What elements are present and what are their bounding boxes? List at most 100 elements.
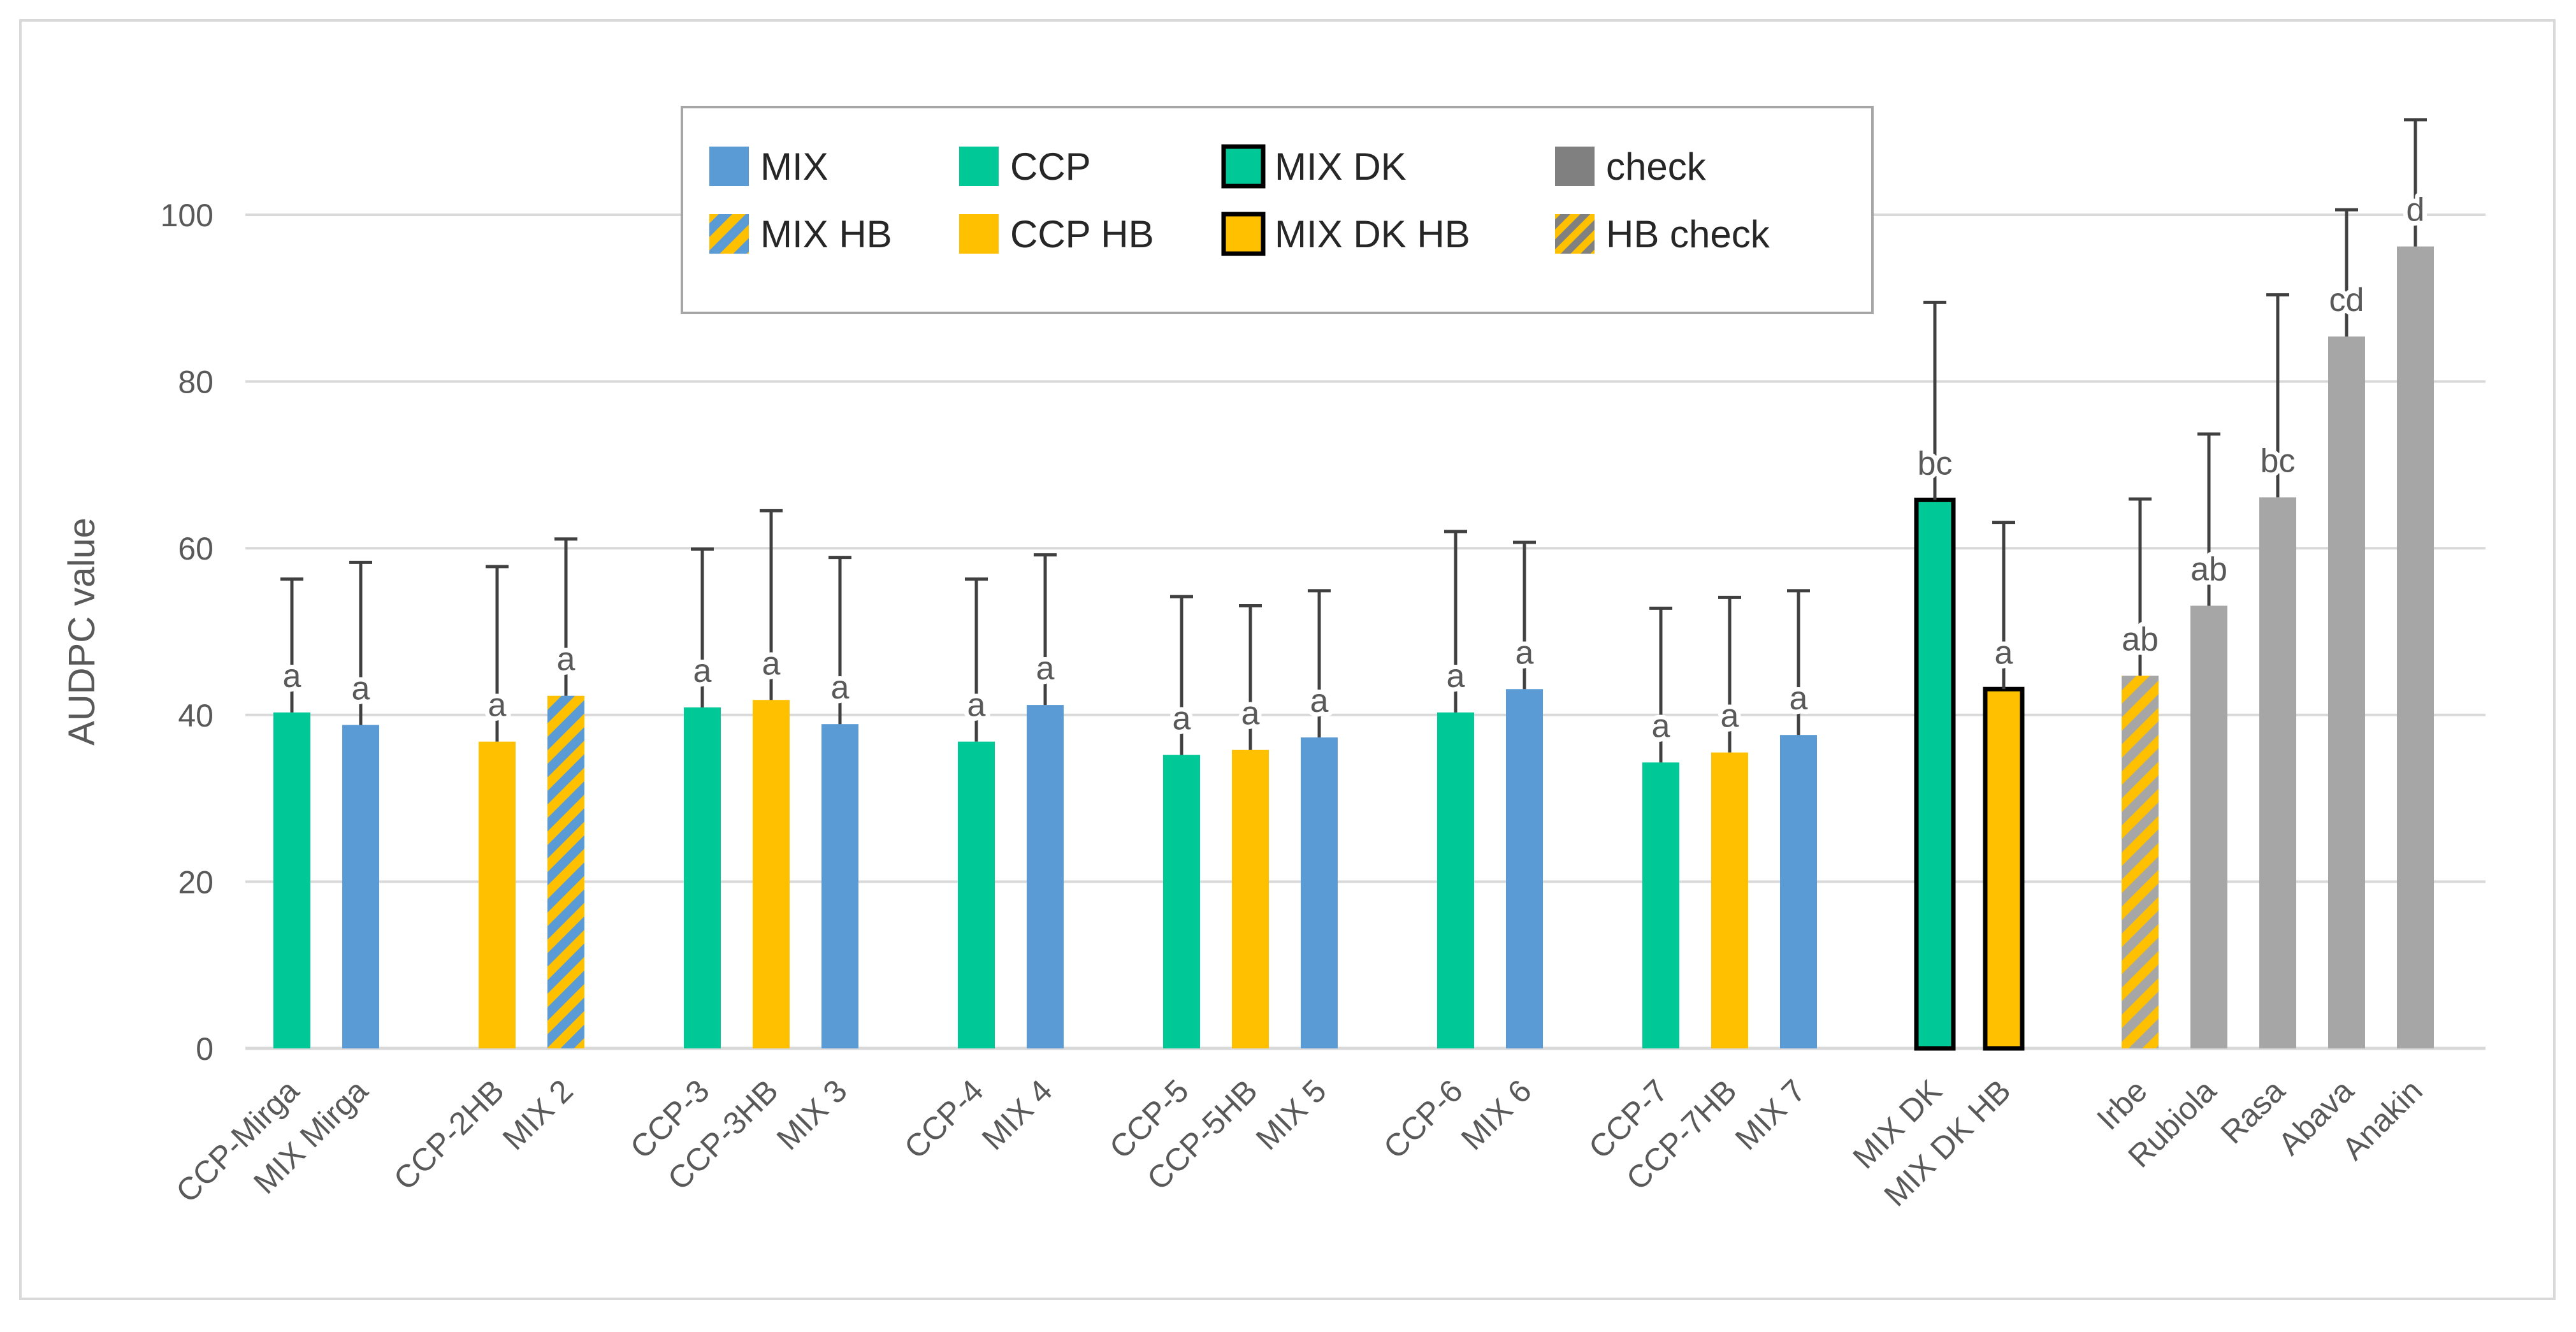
significance-mix-mirga: a bbox=[352, 670, 370, 707]
significance-halo-mix-5: a bbox=[1310, 683, 1329, 720]
significance-mix-6: a bbox=[1516, 634, 1534, 671]
significance-mix-4: a bbox=[1036, 650, 1055, 687]
x-label-mix-4: MIX 4 bbox=[975, 1073, 1059, 1157]
x-label-ccp-4: CCP-4 bbox=[897, 1073, 990, 1166]
legend-swatch-ccp-hb bbox=[959, 214, 999, 254]
significance-mix-dk-hb: a bbox=[1995, 634, 2013, 671]
significance-halo-mix-4: a bbox=[1036, 650, 1055, 687]
significance-ccp-mirga: a bbox=[283, 658, 301, 695]
bar-mix-dk bbox=[1914, 497, 1956, 1051]
significance-ccp-6: a bbox=[1447, 658, 1465, 695]
significance-halo-mix-dk-hb: a bbox=[1995, 634, 2013, 671]
legend-label-mix-dk: MIX DK bbox=[1275, 145, 1407, 188]
legend-label-hb-check: HB check bbox=[1606, 213, 1770, 256]
bar-mix-7 bbox=[1780, 735, 1817, 1048]
bar-ccp-5hb bbox=[1232, 749, 1269, 1048]
significance-mix-7: a bbox=[1790, 680, 1808, 717]
legend-swatch-mix bbox=[709, 147, 749, 186]
bar-anakin bbox=[2397, 246, 2434, 1049]
bar-ccp-2hb bbox=[479, 741, 516, 1048]
significance-halo-ccp-4: a bbox=[967, 687, 986, 724]
legend-swatch-hb-check bbox=[1555, 214, 1595, 254]
bar-ccp-5 bbox=[1163, 755, 1200, 1048]
significance-halo-ccp-6: a bbox=[1447, 658, 1465, 695]
y-tick-label-20: 20 bbox=[178, 864, 213, 900]
significance-halo-rubiola: ab bbox=[2190, 551, 2227, 588]
bar-mix-dk-hb bbox=[1983, 686, 2025, 1051]
bar-ccp-6 bbox=[1437, 712, 1474, 1048]
bar-mix-2 bbox=[547, 695, 584, 1048]
x-label-ccp-2hb: CCP-2HB bbox=[387, 1073, 511, 1197]
significance-halo-rasa: bc bbox=[2261, 442, 2296, 479]
bar-rubiola bbox=[2190, 605, 2227, 1048]
bar-ccp-mirga bbox=[273, 712, 310, 1048]
x-label-mix-2: MIX 2 bbox=[496, 1073, 580, 1157]
significance-halo-irbe: ab bbox=[2122, 621, 2159, 658]
significance-ccp-2hb: a bbox=[488, 687, 507, 724]
significance-irbe: ab bbox=[2122, 621, 2159, 658]
bar-mix-3 bbox=[821, 724, 858, 1048]
significance-halo-ccp-5hb: a bbox=[1241, 695, 1260, 732]
bar-ccp-7 bbox=[1642, 762, 1679, 1048]
x-label-mix-6: MIX 6 bbox=[1454, 1073, 1538, 1157]
significance-halo-ccp-7hb: a bbox=[1721, 698, 1739, 735]
legend: MIX CCP MIX DK check MIX HB CCP HB MIX DK HB HB… bbox=[681, 106, 1874, 314]
significance-mix-dk: bc bbox=[1918, 445, 1953, 482]
y-axis-ticks: 0 20 40 60 80 100 bbox=[161, 198, 213, 1067]
significance-ccp-4: a bbox=[967, 687, 986, 724]
y-tick-label-100: 100 bbox=[161, 198, 213, 233]
legend-box bbox=[681, 106, 1874, 314]
significance-halo-abava: cd bbox=[2329, 282, 2364, 319]
significance-mix-5: a bbox=[1310, 683, 1329, 720]
significance-ccp-5hb: a bbox=[1241, 695, 1260, 732]
x-label-mix-7: MIX 7 bbox=[1728, 1073, 1813, 1157]
significance-halo-mix-2: a bbox=[557, 641, 575, 678]
legend-label-ccp-hb: CCP HB bbox=[1010, 213, 1154, 256]
significance-ccp-7: a bbox=[1652, 707, 1670, 744]
significance-mix-3: a bbox=[831, 669, 850, 706]
significance-halo-ccp-5: a bbox=[1173, 700, 1191, 737]
significance-halo-mix-dk: bc bbox=[1918, 445, 1953, 482]
bar-ccp-3 bbox=[684, 707, 721, 1048]
significance-halo-ccp-7: a bbox=[1652, 707, 1670, 744]
significance-mix-2: a bbox=[557, 641, 575, 678]
legend-label-mix: MIX bbox=[760, 145, 829, 188]
significance-halo-anakin: d bbox=[2406, 192, 2425, 229]
significance-ccp-5: a bbox=[1173, 700, 1191, 737]
y-tick-label-0: 0 bbox=[196, 1031, 213, 1067]
significance-halo-ccp-2hb: a bbox=[488, 687, 507, 724]
legend-swatch-check bbox=[1555, 147, 1595, 186]
y-axis-title: AUDPC value bbox=[61, 518, 103, 746]
bar-mix-5 bbox=[1301, 737, 1338, 1048]
y-tick-label-60: 60 bbox=[178, 531, 213, 567]
legend-swatch-mix-dk bbox=[1221, 144, 1266, 189]
x-label-mix-3: MIX 3 bbox=[770, 1073, 854, 1157]
bar-irbe bbox=[2122, 676, 2159, 1048]
significance-halo-mix-7: a bbox=[1790, 680, 1808, 717]
bar-mix-4 bbox=[1027, 705, 1064, 1048]
bar-ccp-7hb bbox=[1711, 752, 1748, 1048]
legend-label-mix-dk-hb: MIX DK HB bbox=[1275, 213, 1470, 256]
legend-swatch-mix-hb bbox=[709, 214, 749, 254]
y-tick-label-80: 80 bbox=[178, 365, 213, 400]
significance-halo-mix-6: a bbox=[1516, 634, 1534, 671]
bar-mix-6 bbox=[1506, 689, 1543, 1048]
y-tick-label-40: 40 bbox=[178, 698, 213, 734]
significance-rasa: bc bbox=[2261, 442, 2296, 479]
bar-mix-mirga bbox=[342, 725, 379, 1048]
significance-halo-mix-3: a bbox=[831, 669, 850, 706]
legend-label-ccp: CCP bbox=[1010, 145, 1091, 188]
significance-rubiola: ab bbox=[2190, 551, 2227, 588]
significance-halo-ccp-mirga: a bbox=[283, 658, 301, 695]
significance-ccp-7hb: a bbox=[1721, 698, 1739, 735]
legend-label-check: check bbox=[1606, 145, 1707, 188]
x-label-ccp-6: CCP-6 bbox=[1377, 1073, 1470, 1166]
legend-swatch-mix-dk-hb bbox=[1221, 212, 1266, 256]
bar-ccp-4 bbox=[958, 741, 995, 1048]
legend-label-mix-hb: MIX HB bbox=[760, 213, 892, 256]
significance-anakin: d bbox=[2406, 192, 2425, 229]
bar-abava bbox=[2328, 336, 2365, 1048]
